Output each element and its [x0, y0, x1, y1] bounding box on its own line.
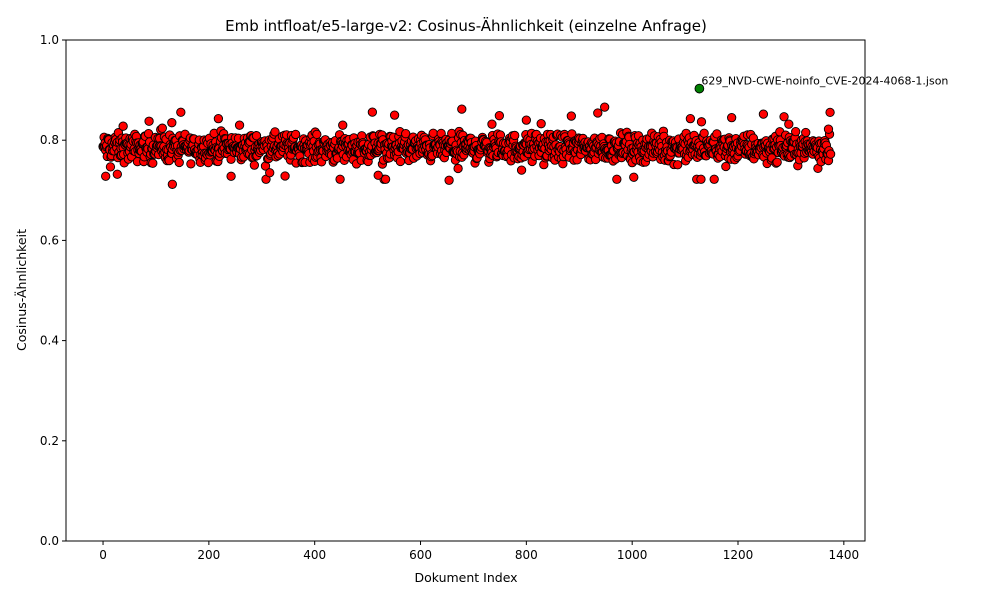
data-point	[167, 179, 178, 189]
data-point	[251, 131, 262, 141]
data-point	[105, 162, 116, 172]
x-tick-label: 200	[197, 548, 220, 562]
data-point	[825, 149, 836, 159]
data-point	[101, 171, 111, 181]
data-point	[784, 119, 794, 129]
data-point	[709, 174, 719, 184]
chart-title: Emb intfloat/e5-large-v2: Cosinus-Ähnlic…	[225, 16, 707, 35]
x-tick-label: 1000	[617, 548, 648, 562]
data-point	[727, 113, 737, 123]
data-point	[510, 130, 520, 141]
data-point	[444, 175, 454, 185]
data-point	[367, 107, 378, 117]
data-point	[203, 157, 213, 168]
data-point	[176, 107, 186, 117]
points-layer	[98, 83, 836, 189]
data-point	[629, 172, 639, 182]
data-point	[712, 129, 722, 139]
data-point	[779, 112, 789, 122]
data-point	[612, 174, 622, 184]
data-point	[226, 171, 236, 181]
data-point	[673, 160, 683, 170]
x-tick-label: 1400	[829, 548, 860, 562]
data-point	[144, 116, 154, 126]
x-axis-label: Dokument Index	[414, 570, 517, 585]
data-point	[516, 165, 527, 175]
y-axis: 0.0 0.2 0.4 0.6 0.8 1.0	[40, 33, 66, 548]
data-point	[335, 174, 345, 184]
y-axis-label: Cosinus-Ähnlichkeit	[14, 229, 29, 351]
data-point	[566, 111, 576, 121]
x-tick-label: 800	[515, 548, 538, 562]
data-point	[699, 128, 709, 138]
x-tick-label: 600	[409, 548, 432, 562]
data-point	[312, 129, 322, 140]
x-tick-label: 400	[303, 548, 326, 562]
data-point	[249, 160, 260, 170]
data-point	[453, 163, 463, 174]
data-point	[395, 156, 406, 167]
data-point	[593, 108, 603, 118]
data-point	[758, 109, 769, 119]
highlighted-point	[694, 83, 705, 94]
data-point	[213, 114, 224, 124]
y-tick-label: 0.4	[40, 334, 59, 348]
y-tick-label: 0.0	[40, 534, 59, 548]
y-tick-label: 0.2	[40, 434, 59, 448]
data-point	[270, 127, 280, 137]
data-point	[401, 129, 411, 139]
data-point	[823, 124, 834, 134]
data-point	[825, 107, 835, 118]
data-point	[265, 168, 275, 178]
x-axis: 0 200 400 600 800 1000 1200 1400	[99, 541, 859, 562]
data-point	[696, 117, 707, 127]
data-point	[389, 110, 400, 120]
x-tick-label: 1200	[723, 548, 754, 562]
data-point	[487, 119, 497, 129]
y-tick-label: 0.6	[40, 233, 59, 247]
data-point	[380, 174, 391, 184]
data-point	[186, 159, 196, 169]
point-annotation: 629_NVD-CWE-noinfo_CVE-2024-4068-1.json	[701, 75, 948, 88]
data-point	[772, 157, 782, 167]
data-point	[280, 171, 290, 181]
plot-frame	[65, 39, 866, 542]
data-point	[791, 127, 801, 137]
data-point	[685, 114, 696, 124]
data-point	[457, 104, 467, 114]
data-point	[112, 169, 122, 179]
data-point	[521, 115, 532, 125]
data-point	[148, 158, 158, 168]
data-point	[157, 123, 167, 133]
data-point	[801, 127, 811, 138]
x-tick-label: 0	[99, 548, 107, 562]
data-point	[373, 170, 383, 180]
data-point	[167, 118, 177, 128]
data-point	[234, 120, 245, 130]
data-point	[721, 161, 731, 172]
data-point	[696, 174, 706, 184]
data-point	[290, 129, 301, 140]
data-point	[338, 120, 348, 130]
data-point	[174, 157, 184, 168]
data-point	[118, 121, 128, 131]
data-point	[536, 119, 546, 129]
data-point	[494, 111, 505, 121]
data-point	[600, 102, 610, 112]
y-tick-label: 0.8	[40, 133, 59, 147]
y-tick-label: 1.0	[40, 33, 59, 47]
